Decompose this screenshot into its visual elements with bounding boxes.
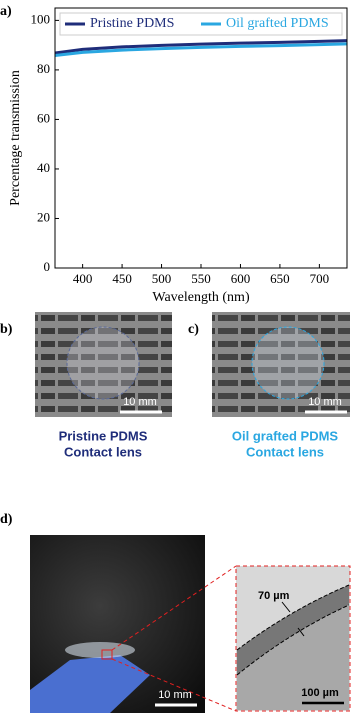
y-tick-label: 60: [37, 110, 50, 125]
panel-label: a): [0, 4, 12, 19]
lens: [251, 326, 325, 400]
legend-label: Pristine PDMS: [90, 16, 174, 31]
x-axis-label: Wavelength (nm): [152, 290, 250, 305]
y-axis-label: Percentage transmission: [8, 70, 23, 206]
y-tick-label: 80: [37, 61, 50, 76]
photo: [212, 312, 350, 417]
y-tick-label: 20: [37, 209, 50, 224]
zoom-line: [111, 565, 237, 651]
panel-label: b): [0, 322, 13, 337]
background: [237, 605, 349, 710]
y-tick-label: 0: [44, 259, 51, 274]
x-tick-label: 450: [112, 271, 132, 286]
caption: Contact lens: [64, 444, 142, 459]
arrow: [281, 601, 291, 613]
zoom-box: [101, 649, 113, 660]
photo: [35, 312, 172, 417]
lens: [66, 326, 140, 400]
scale-label: 10 mm: [123, 396, 157, 408]
edge: [236, 584, 350, 651]
caption: Contact lens: [246, 444, 324, 459]
series-line: [55, 39, 347, 55]
zoom-line: [111, 658, 237, 712]
caption: Oil grafted PDMS: [232, 428, 339, 443]
arrow: [297, 627, 305, 637]
x-tick-label: 700: [310, 271, 330, 286]
panel-label: d): [0, 512, 13, 527]
series-line: [55, 42, 347, 58]
y-tick-label: 100: [31, 11, 51, 26]
legend-label: Oil grafted PDMS: [226, 16, 329, 31]
scale-label: 10 mm: [308, 396, 342, 408]
scale-label: 100 µm: [301, 687, 339, 699]
y-tick-label: 40: [37, 160, 50, 175]
scale-label: 10 mm: [158, 689, 192, 701]
caption: Pristine PDMS: [59, 428, 148, 443]
x-tick-label: 650: [270, 271, 290, 286]
x-tick-label: 500: [152, 271, 172, 286]
lens-section: [237, 585, 349, 675]
plot-frame: [54, 7, 348, 269]
panel-label: c): [188, 322, 199, 337]
x-tick-label: 400: [73, 271, 93, 286]
x-tick-label: 600: [231, 271, 251, 286]
edge: [236, 604, 350, 676]
glove: [30, 655, 150, 713]
x-tick-label: 550: [191, 271, 211, 286]
chart: 0 20 40 60 80 100 400 450 500 550 600 650 700 Wavelen…: [8, 7, 348, 305]
thickness-label: 70 µm: [258, 590, 290, 602]
lens: [65, 642, 135, 658]
